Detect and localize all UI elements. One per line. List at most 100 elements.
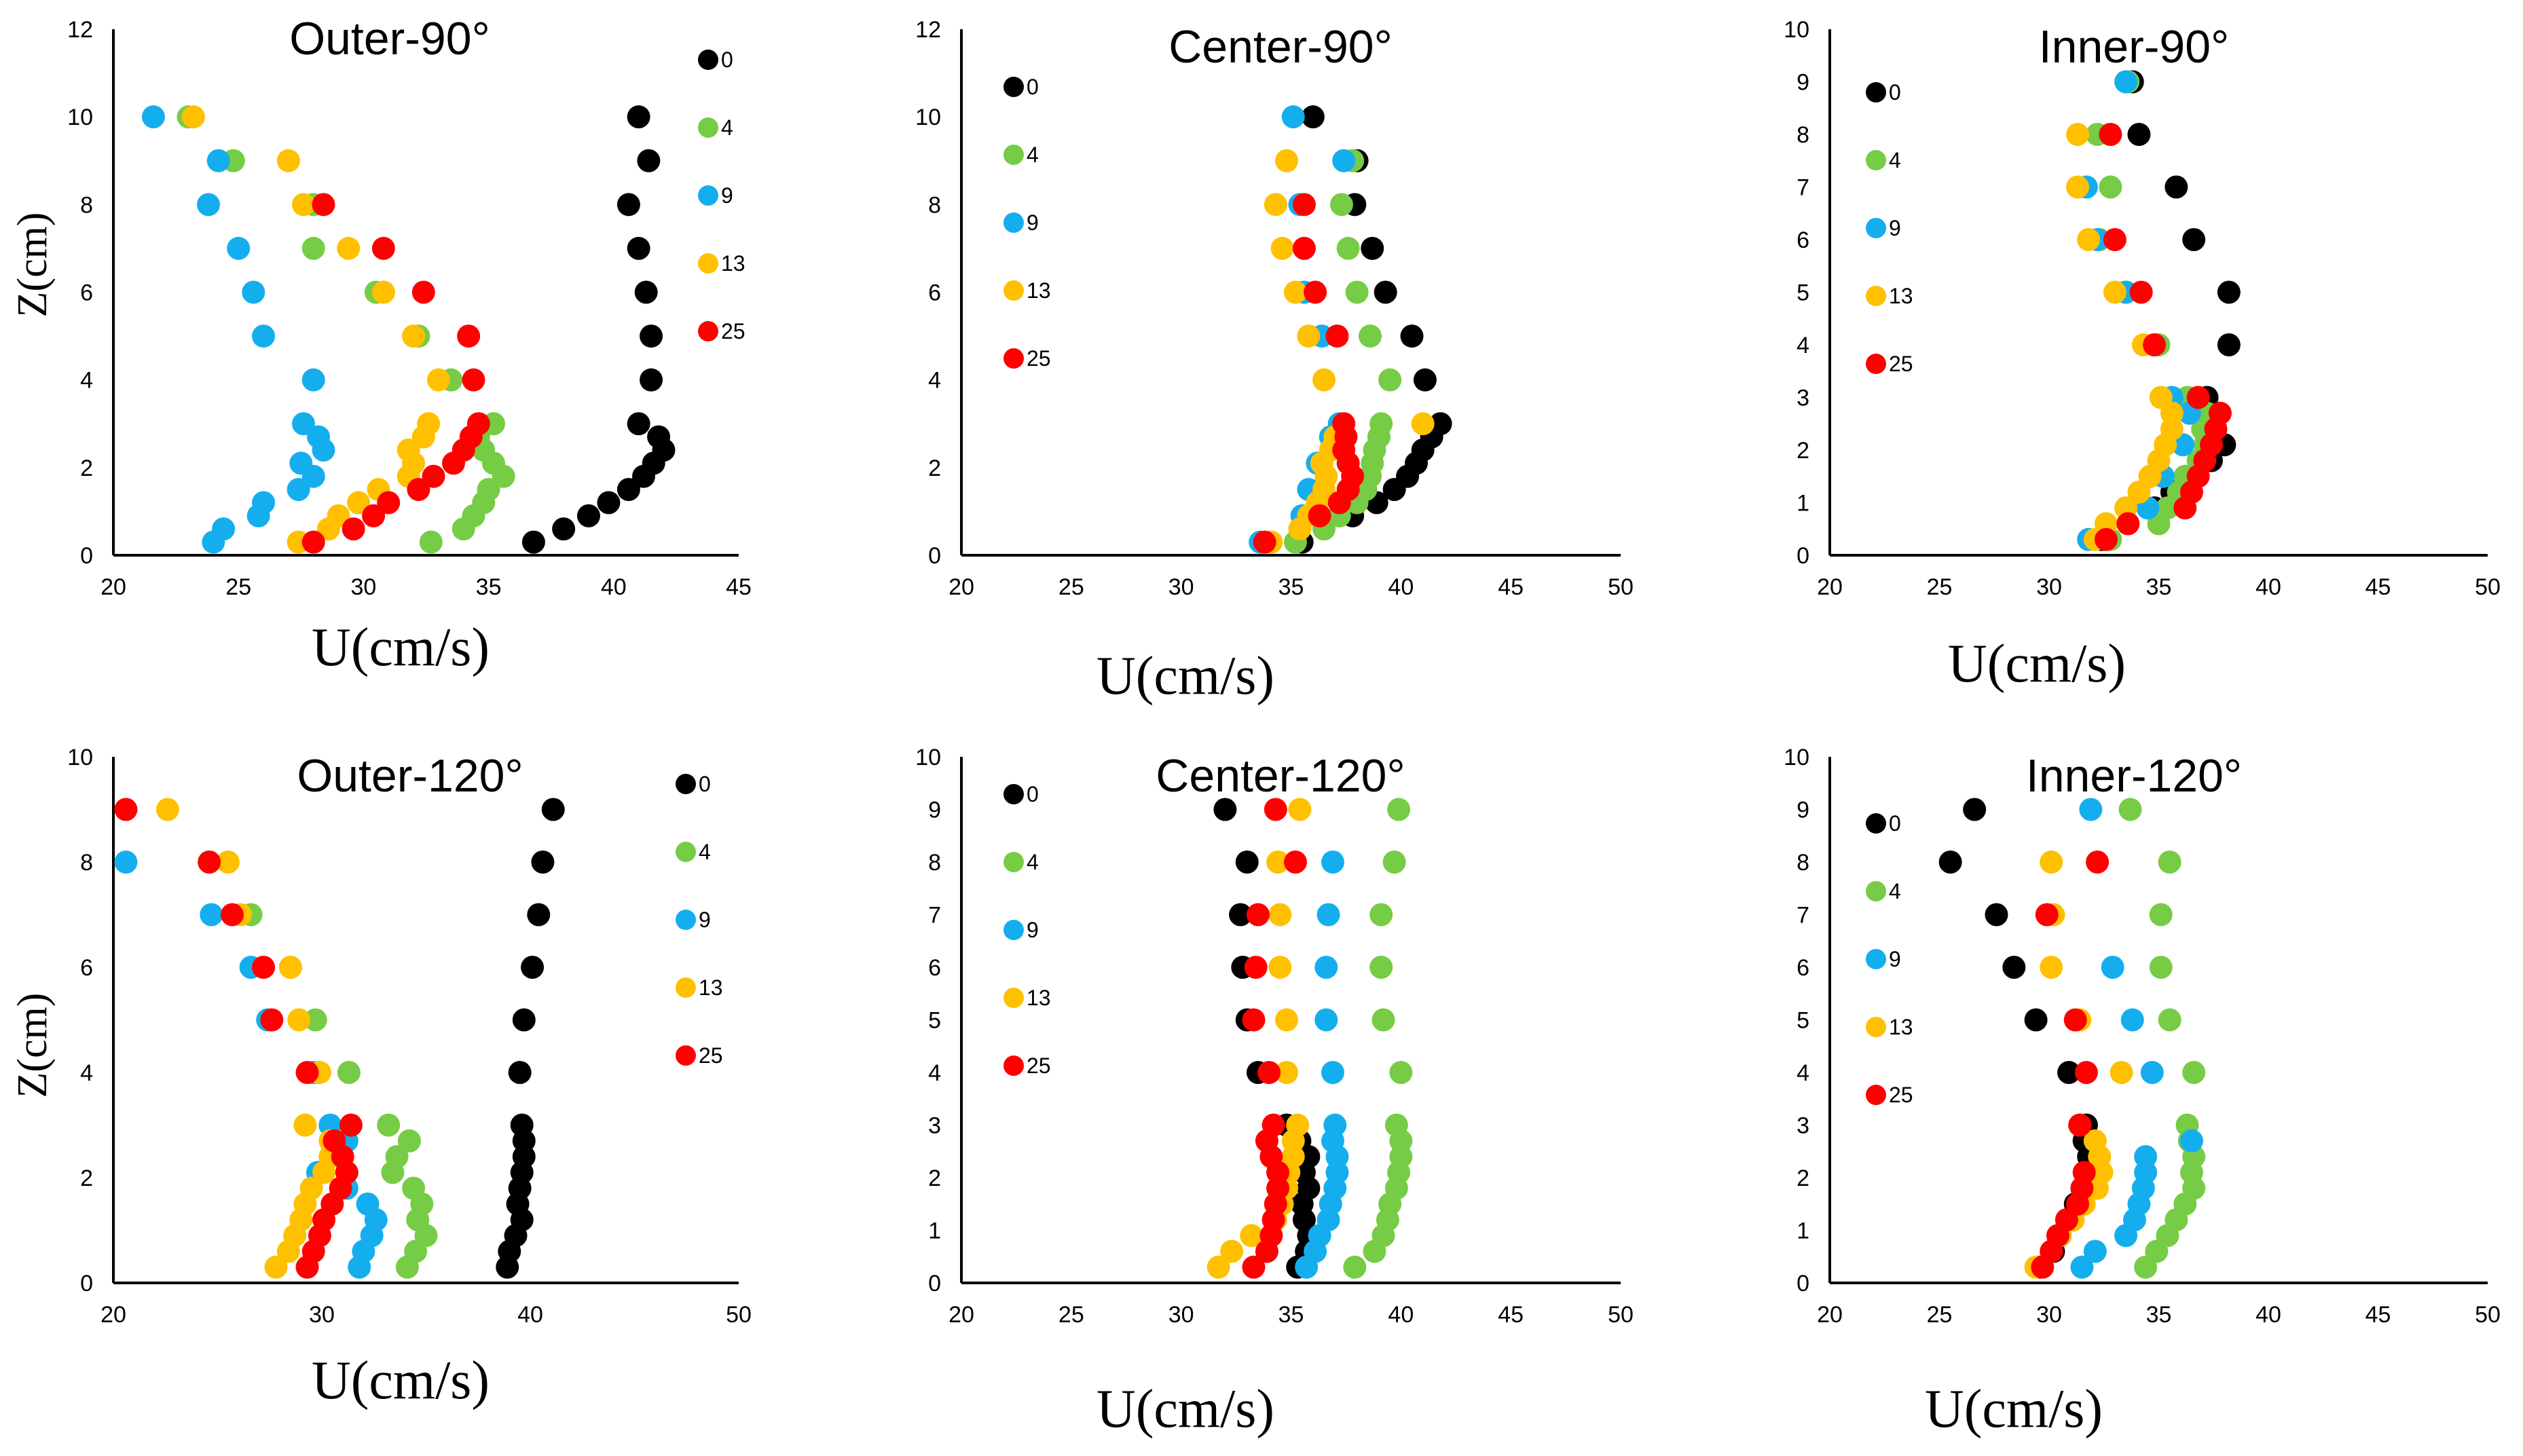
data-point-series-9 (289, 451, 313, 475)
y-tick-label: 1 (1797, 491, 1809, 517)
data-point-series-25 (371, 236, 395, 260)
data-point-series-0 (627, 412, 650, 436)
data-point-series-25 (466, 412, 490, 436)
legend-marker-25 (1003, 348, 1024, 369)
data-point-series-25 (2094, 527, 2118, 551)
data-point-series-25 (1262, 1113, 1285, 1137)
data-point-series-9 (2134, 1145, 2158, 1168)
data-point-series-0 (2057, 1061, 2081, 1084)
data-point-series-13 (1268, 956, 1292, 979)
data-point-series-0 (1229, 903, 1253, 927)
legend-marker-9 (1003, 920, 1024, 940)
data-point-series-13 (1275, 1008, 1299, 1032)
legend-marker-13 (1866, 286, 1886, 306)
data-point-series-13 (2149, 386, 2173, 409)
data-point-series-4 (2182, 1061, 2206, 1084)
data-point-series-25 (301, 530, 325, 554)
x-tick-label: 45 (2365, 1302, 2391, 1328)
y-tick-label: 0 (928, 543, 941, 569)
legend-label: 4 (1027, 850, 1039, 874)
data-point-series-13 (2040, 851, 2063, 874)
data-point-series-25 (2208, 401, 2232, 425)
legend-marker-25 (1866, 1085, 1886, 1105)
data-point-series-25 (252, 956, 276, 979)
y-tick-label: 0 (1797, 543, 1809, 569)
data-point-series-0 (521, 530, 545, 554)
panel-outer-120: 20 30 40 50 0 2 4 6 8 10 Outer-120° 0 4 9 13 25 U(cm/s) Z… (10, 745, 752, 1411)
x-tick-label: 40 (2255, 574, 2281, 600)
legend-label: 25 (1027, 346, 1051, 371)
legend-marker-9 (676, 910, 696, 930)
legend-marker-0 (1866, 813, 1886, 834)
data-point-series-13 (1207, 1255, 1230, 1279)
x-tick-label: 40 (601, 574, 627, 600)
legend-marker-13 (676, 977, 696, 998)
legend-label: 9 (721, 183, 733, 208)
legend-marker-4 (676, 842, 696, 862)
data-point-series-25 (2063, 1008, 2087, 1032)
x-tick-label: 40 (1388, 1302, 1414, 1328)
data-point-series-25 (1242, 1008, 1266, 1032)
legend-label: 0 (1889, 811, 1901, 836)
legend-label: 0 (699, 772, 711, 796)
data-point-series-9 (291, 412, 315, 436)
data-point-series-9 (301, 368, 325, 392)
data-point-series-9 (141, 105, 165, 129)
data-point-series-0 (634, 280, 658, 304)
data-point-series-13 (1312, 368, 1336, 392)
data-point-series-9 (2134, 1161, 2158, 1184)
data-point-series-0 (627, 236, 650, 260)
data-point-series-25 (1332, 412, 1356, 436)
legend-label: 25 (1889, 352, 1913, 376)
data-point-series-0 (541, 798, 565, 821)
y-axis-label: Z(cm) (10, 993, 56, 1098)
x-axis-label: U(cm/s) (1097, 1379, 1274, 1439)
y-tick-label: 4 (1797, 1060, 1809, 1086)
data-point-series-4 (337, 1061, 361, 1084)
legend-label: 9 (1889, 216, 1901, 240)
x-tick-label: 30 (1168, 574, 1194, 600)
data-point-series-13 (1275, 1061, 1299, 1084)
y-tick-label: 4 (80, 368, 93, 394)
data-point-series-25 (411, 280, 435, 304)
data-point-series-9 (2083, 1239, 2107, 1263)
y-tick-label: 1 (1797, 1218, 1809, 1244)
legend-marker-9 (1003, 212, 1024, 233)
data-point-series-0 (576, 504, 600, 527)
y-tick-label: 2 (1797, 1165, 1809, 1191)
data-point-series-13 (155, 798, 179, 821)
data-point-series-9 (1325, 1161, 1349, 1184)
data-point-series-9 (206, 149, 230, 172)
data-point-series-13 (337, 236, 361, 260)
data-point-series-13 (426, 368, 450, 392)
y-tick-label: 8 (1797, 122, 1809, 148)
data-point-series-9 (252, 491, 276, 515)
data-point-series-13 (371, 280, 395, 304)
data-point-series-25 (457, 324, 481, 348)
y-tick-label: 8 (1797, 850, 1809, 876)
data-point-series-0 (1400, 324, 1424, 348)
data-point-series-0 (1213, 798, 1237, 821)
panel-center-90: 20 25 30 35 40 45 50 0 2 4 6 8 10 12 Center-90° 0 4 9 13 25… (915, 17, 1634, 706)
data-point-series-9 (1321, 1061, 1344, 1084)
data-point-series-25 (2129, 280, 2153, 304)
data-point-series-0 (2024, 1008, 2048, 1032)
legend-marker-0 (1003, 784, 1024, 804)
x-tick-label: 50 (726, 1302, 752, 1328)
legend-marker-4 (1866, 150, 1886, 170)
x-tick-label: 45 (1498, 1302, 1524, 1328)
data-point-series-25 (1308, 504, 1331, 527)
y-tick-label: 7 (928, 903, 941, 929)
legend-marker-13 (1866, 1017, 1886, 1037)
x-tick-label: 25 (1927, 1302, 1953, 1328)
data-point-series-13 (1288, 798, 1312, 821)
data-point-series-25 (295, 1061, 319, 1084)
y-tick-label: 6 (80, 955, 93, 981)
y-tick-label: 4 (1797, 333, 1809, 358)
x-tick-label: 30 (1168, 1302, 1194, 1328)
data-point-series-13 (1240, 1224, 1264, 1248)
data-point-series-13 (327, 504, 350, 527)
data-point-series-13 (2040, 956, 2063, 979)
data-point-series-9 (1332, 149, 1356, 172)
y-axis-label: Z(cm) (10, 212, 56, 318)
